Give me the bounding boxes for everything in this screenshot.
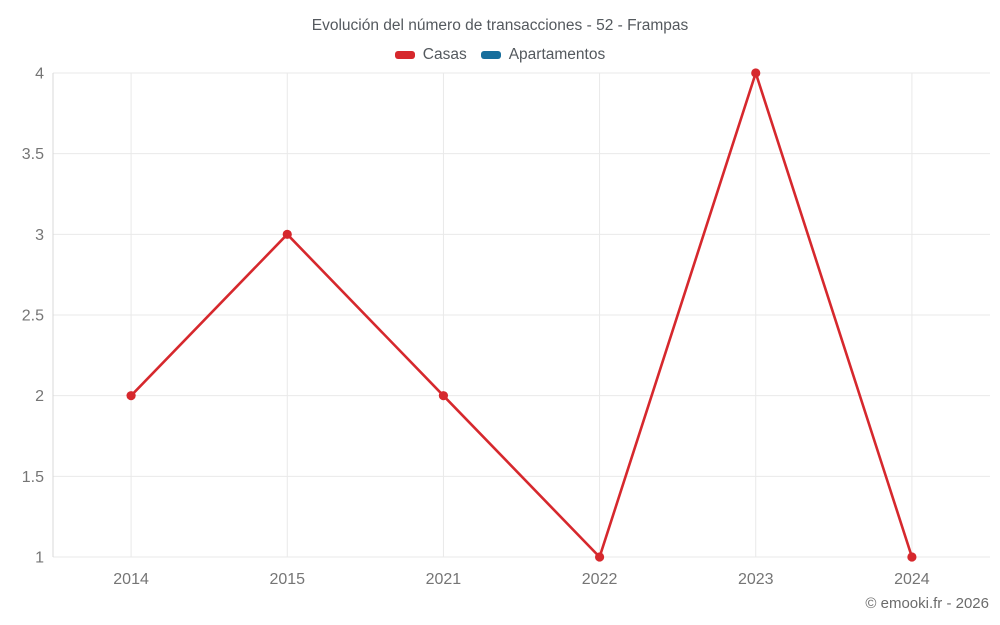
x-tick-label: 2023: [738, 571, 774, 588]
data-point-casas[interactable]: [751, 68, 761, 78]
chart-legend: Casas Apartamentos: [0, 46, 1000, 64]
x-tick-label: 2024: [894, 571, 930, 588]
legend-label-casas: Casas: [422, 46, 467, 63]
data-point-casas[interactable]: [126, 391, 136, 401]
data-point-casas[interactable]: [438, 391, 449, 401]
legend-item-casas[interactable]: Casas: [394, 46, 467, 64]
legend-item-apartamentos[interactable]: Apartamentos: [480, 46, 606, 64]
casas-swatch-rect: [394, 51, 415, 59]
x-tick-label: 2022: [582, 571, 618, 588]
attribution-text: © emooki.fr - 2026: [865, 595, 989, 612]
data-point-casas[interactable]: [282, 229, 292, 239]
y-tick-label: 2: [35, 388, 44, 405]
apartamentos-swatch-rect: [480, 51, 501, 59]
apartamentos-swatch-icon: [480, 51, 501, 59]
chart-title: Evolución del número de transacciones - …: [311, 17, 689, 34]
y-tick-label: 4: [35, 66, 44, 83]
x-tick-label: 2015: [269, 571, 305, 588]
casas-swatch-icon: [394, 51, 415, 59]
data-point-casas[interactable]: [907, 552, 917, 562]
legend-label-apartamentos: Apartamentos: [508, 46, 606, 63]
y-tick-label: 1.5: [22, 469, 44, 486]
y-tick-label: 3.5: [22, 146, 44, 163]
data-point-casas[interactable]: [594, 552, 605, 562]
y-tick-label: 1: [35, 550, 44, 567]
y-tick-label: 2.5: [22, 308, 44, 325]
series-line-casas: [130, 71, 914, 559]
x-tick-label: 2014: [113, 571, 149, 588]
y-tick-label: 3: [35, 227, 44, 244]
x-tick-label: 2021: [426, 571, 462, 588]
